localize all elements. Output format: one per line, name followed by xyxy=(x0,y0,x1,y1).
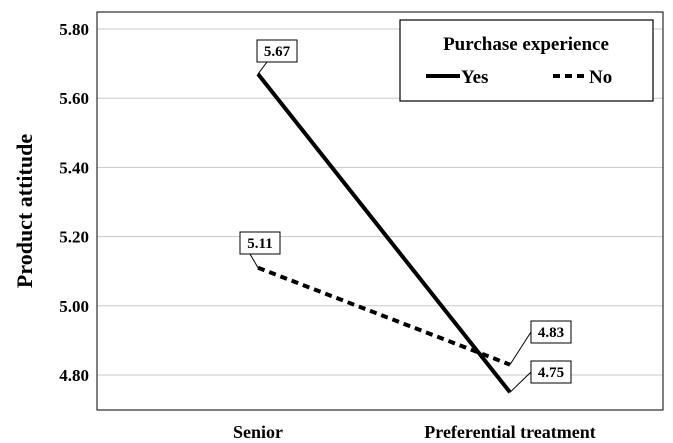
series-line-yes xyxy=(256,72,512,394)
legend-box xyxy=(399,19,654,102)
data-label-leader xyxy=(257,61,268,75)
legend-title: Purchase experience xyxy=(443,34,609,55)
data-label-box xyxy=(256,39,298,63)
y-axis-ticks: 4.80 5.00 5.20 5.40 5.60 5.80 xyxy=(59,20,89,385)
y-tick-label: 4.80 xyxy=(59,366,89,385)
data-label-leader xyxy=(509,331,532,365)
data-label-box xyxy=(530,320,572,344)
legend-label-no: No xyxy=(589,67,612,88)
y-tick-label: 5.20 xyxy=(59,228,89,247)
data-label-box xyxy=(239,231,281,255)
y-tick-label: 5.80 xyxy=(59,20,89,39)
x-category-label: Preferential treatment xyxy=(424,422,595,442)
x-category-label: Senior xyxy=(233,422,283,442)
data-label: 4.75 xyxy=(538,365,564,381)
legend: Purchase experience Yes No xyxy=(399,19,654,102)
data-labels: 5.67 4.75 5.11 4.83 xyxy=(239,39,572,393)
data-label-box xyxy=(530,360,572,384)
series-line-no xyxy=(257,265,511,367)
data-label: 5.67 xyxy=(264,44,291,60)
plot-area-frame xyxy=(96,11,664,411)
y-tick-label: 5.00 xyxy=(59,297,89,316)
x-axis-categories: Senior Preferential treatment xyxy=(233,422,596,442)
data-label: 5.11 xyxy=(247,236,272,252)
series-lines xyxy=(256,72,512,394)
data-label-leader xyxy=(509,371,532,393)
data-label-leader xyxy=(249,253,259,268)
y-axis-title: Product attitude xyxy=(12,134,37,288)
legend-label-yes: Yes xyxy=(461,67,488,88)
y-tick-label: 5.60 xyxy=(59,89,89,108)
y-tick-label: 5.40 xyxy=(59,158,89,177)
data-label: 4.83 xyxy=(538,325,564,341)
